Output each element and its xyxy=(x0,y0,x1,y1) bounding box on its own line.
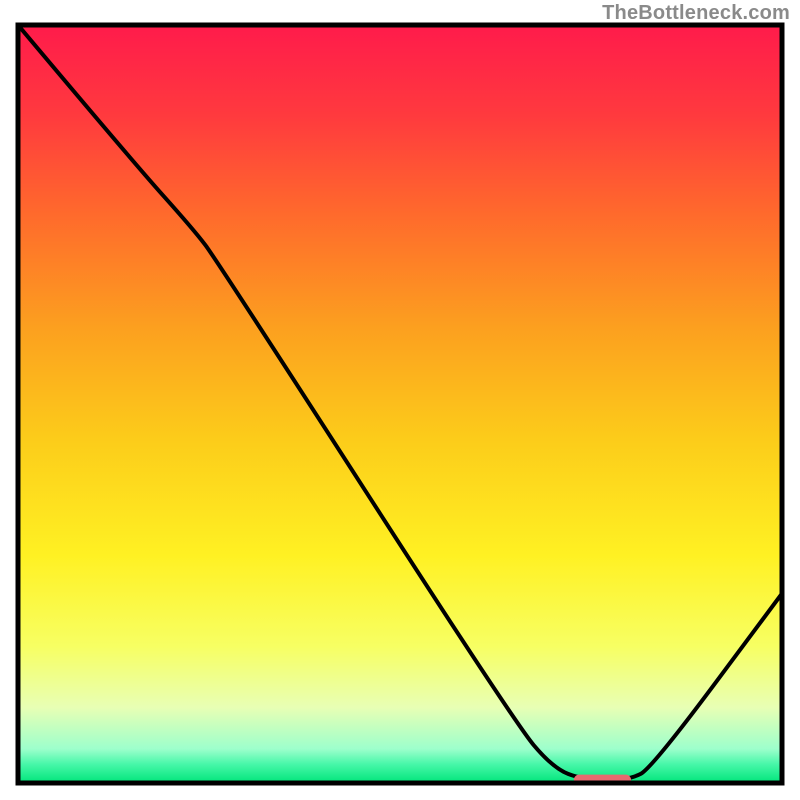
gradient-background xyxy=(18,25,782,783)
watermark-text: TheBottleneck.com xyxy=(602,2,790,25)
bottleneck-chart: { "watermark": { "text": "TheBottleneck.… xyxy=(0,0,800,800)
chart-svg xyxy=(0,0,800,800)
